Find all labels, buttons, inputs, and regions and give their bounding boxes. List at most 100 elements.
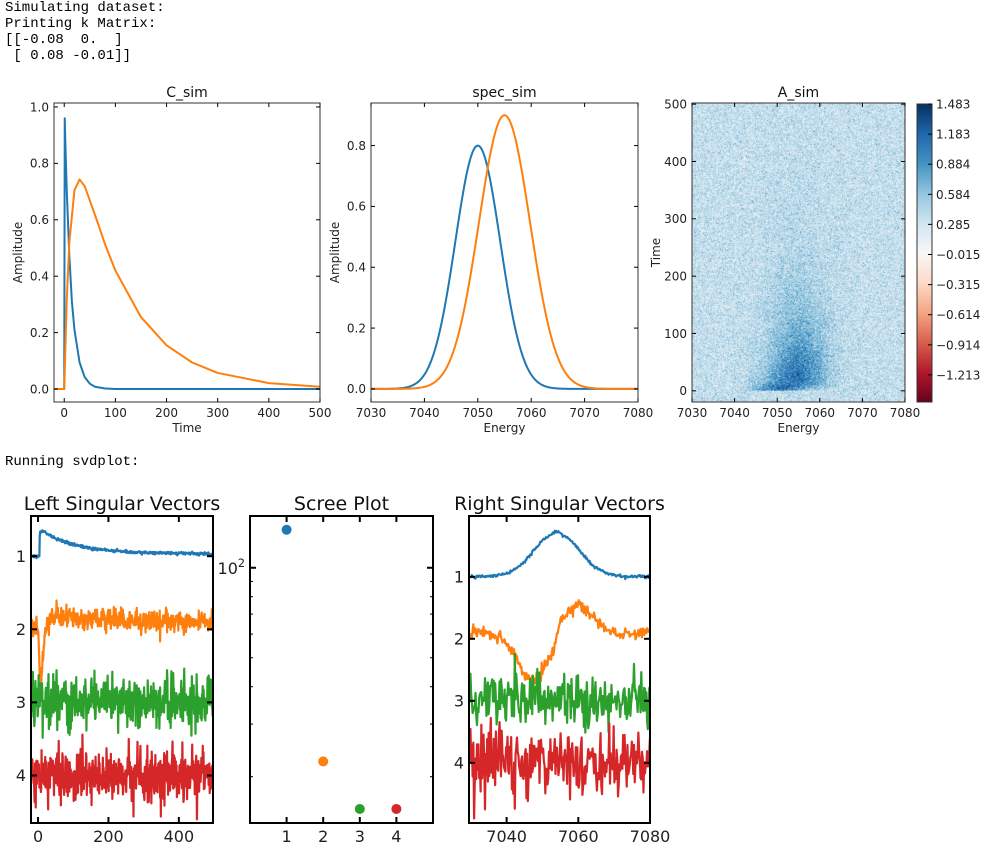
x-tick-label: 200 (155, 406, 178, 420)
colorbar-tick-label: 0.584 (936, 188, 970, 202)
x-tick-label: 2 (318, 827, 328, 845)
plot-area (692, 103, 905, 402)
x-tick-label: 300 (206, 406, 229, 420)
chart-spec-sim: 7030 7040 7050 7060 7070 7080 0.0 0.2 0.4 0.6 0.8 s… (328, 85, 653, 435)
axes-frame (249, 515, 434, 824)
colorbar-tick-label: −1.213 (936, 368, 980, 382)
plot-area (469, 529, 650, 820)
chart-title: spec_sim (472, 85, 536, 101)
x-tick-label: 7050 (762, 406, 793, 420)
chart-scree-plot: 1 2 3 4 102 Scree Plot (218, 493, 434, 845)
y-tick-label: 300 (664, 212, 687, 226)
x-tick-label: 100 (104, 406, 127, 420)
series-line-component-1 (54, 117, 320, 391)
x-tick-label: 7040 (486, 827, 527, 845)
series-line-vector-2 (31, 599, 213, 687)
x-tick-label: 7080 (630, 827, 671, 845)
series-line-vector-3 (469, 652, 650, 734)
y-tick-label: 0.4 (347, 261, 366, 275)
x-tick-label: 7070 (847, 406, 878, 420)
series-line-vector-4 (31, 733, 213, 821)
y-tick-label: 1 (16, 547, 26, 566)
x-tick-label: 7040 (409, 406, 440, 420)
scree-point-3 (354, 803, 365, 814)
plot-area (371, 114, 638, 390)
y-tick-label: 4 (16, 766, 26, 785)
y-tick-label: 0.2 (347, 321, 366, 335)
colorbar-tick-label: 1.483 (936, 98, 970, 112)
cell-output-header: Simulating dataset: Printing k Matrix: [[-… (5, 0, 165, 64)
x-tick-label: 3 (355, 827, 365, 845)
x-tick-label: 7080 (623, 406, 654, 420)
y-tick-label: 0.8 (347, 139, 366, 153)
y-tick-label: 0.6 (347, 200, 366, 214)
series-line-component-2 (371, 114, 638, 390)
y-tick-label: 400 (664, 155, 687, 169)
series-line-vector-2 (469, 599, 650, 686)
chart-title: Left Singular Vectors (24, 493, 221, 515)
chart-title: Right Singular Vectors (454, 493, 665, 515)
colorbar-tick-label: −0.315 (936, 278, 980, 292)
plot-area (281, 524, 402, 814)
series-line-vector-3 (31, 667, 213, 739)
output-line: Simulating dataset: (5, 0, 165, 16)
axes-frame (691, 102, 906, 403)
y-tick-label: 500 (664, 97, 687, 111)
y-tick-label: 100 (664, 327, 687, 341)
x-axis-label: Time (171, 421, 201, 435)
scree-point-2 (318, 756, 329, 767)
plot-area (54, 117, 320, 391)
chart-right-singular-vectors: 7040 7060 7080 1 2 3 4 Right Singular Vectors (454, 493, 671, 845)
y-tick-label: 3 (454, 692, 464, 711)
x-tick-label: 7030 (356, 406, 387, 420)
chart-title: C_sim (166, 85, 208, 101)
chart-title: Scree Plot (294, 493, 389, 515)
output-line: Printing k Matrix: (5, 16, 157, 32)
y-tick-label: 102 (218, 557, 245, 578)
y-tick-label: 4 (454, 754, 464, 773)
y-tick-label: 0.2 (30, 326, 49, 340)
x-tick-label: 7040 (719, 406, 750, 420)
y-tick-label: 0.8 (30, 157, 49, 171)
x-axis-label: Energy (483, 421, 525, 435)
x-tick-label: 500 (309, 406, 332, 420)
series-line-vector-4 (469, 716, 650, 820)
scree-point-1 (281, 524, 292, 535)
colorbar-tick-label: 0.884 (936, 158, 970, 172)
axes-frame (53, 102, 321, 403)
y-tick-label: 200 (664, 269, 687, 283)
y-tick-label: 0 (679, 384, 687, 398)
x-tick-label: 7060 (516, 406, 547, 420)
scree-point-4 (391, 803, 402, 814)
colorbar: 1.483 1.183 0.884 0.584 0.285 −0.015 −0.315 −0.… (916, 98, 980, 403)
colorbar-tick-label: 1.183 (936, 128, 970, 142)
colorbar-bar (916, 103, 933, 403)
y-tick-label: 2 (16, 620, 26, 639)
y-tick-label: 3 (16, 693, 26, 712)
series-line-component-1 (371, 144, 638, 390)
x-tick-label: 0 (33, 827, 43, 845)
colorbar-tick-label: −0.914 (936, 338, 980, 352)
axes-frame (30, 515, 214, 824)
x-axis-label: Energy (777, 421, 819, 435)
x-tick-label: 4 (391, 827, 401, 845)
y-axis-label: Amplitude (328, 222, 342, 284)
axes-frame (370, 102, 639, 403)
y-tick-label: 0.0 (30, 382, 49, 396)
x-tick-label: 400 (257, 406, 280, 420)
svd-output-line: Running svdplot: (5, 454, 140, 470)
y-tick-label: 2 (454, 630, 464, 649)
x-tick-label: 7060 (558, 827, 599, 845)
chart-title: A_sim (778, 85, 819, 101)
output-line: [ 0.08 -0.01]] (5, 48, 132, 64)
plot-area (31, 529, 213, 821)
y-axis-label: Time (649, 238, 663, 268)
y-tick-label: 1.0 (30, 100, 49, 114)
colorbar-tick-label: −0.015 (936, 248, 980, 262)
colorbar-tick-label: −0.614 (936, 308, 980, 322)
x-tick-label: 7060 (805, 406, 836, 420)
x-tick-label: 1 (282, 827, 292, 845)
series-line-component-2 (54, 178, 320, 391)
series-line-vector-1 (469, 529, 650, 581)
